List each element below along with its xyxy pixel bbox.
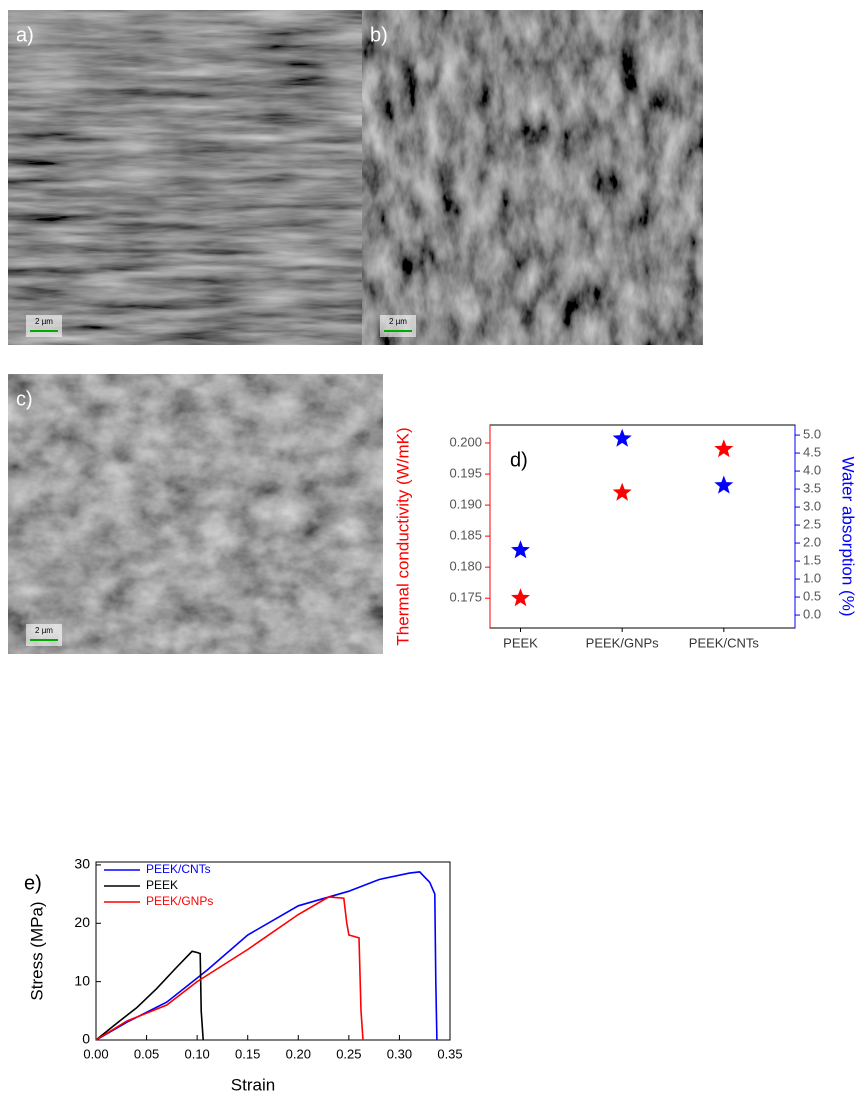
panel-label: c): [16, 388, 33, 410]
y2-tick-label: 0.5: [803, 588, 821, 603]
panel-label: b): [370, 24, 388, 46]
data-line: [95, 950, 204, 1041]
y-tick-label: 0.195: [449, 465, 482, 480]
plot-frame: [489, 424, 796, 629]
scale-bar-label: 2 µm: [35, 317, 53, 326]
star-marker: [612, 428, 632, 447]
y-tick-label: 0.185: [449, 528, 482, 543]
y-tick-label: 0.190: [449, 497, 482, 512]
y-tick-label: 0.200: [449, 434, 482, 449]
star-marker: [714, 475, 734, 494]
y2-tick-label: 3.0: [803, 499, 821, 514]
x-tick-label: 0.30: [387, 1046, 412, 1061]
data-line: [95, 871, 438, 1041]
y2-tick-label: 5.0: [803, 427, 821, 442]
scale-bar-label: 2 µm: [35, 626, 53, 635]
data-line: [95, 896, 364, 1041]
legend-label: PEEK: [146, 878, 178, 892]
star-marker: [714, 439, 734, 458]
x-tick-label: 0.20: [286, 1046, 311, 1061]
star-marker: [612, 482, 632, 501]
y2-tick-label: 4.5: [803, 445, 821, 460]
sem-image: c) 2 µm: [8, 374, 383, 654]
x-tick-label: PEEK/GNPs: [586, 635, 659, 650]
y2-tick-label: 2.0: [803, 534, 821, 549]
scale-bar-label: 2 µm: [389, 317, 407, 326]
x-tick-label: 0.15: [235, 1046, 260, 1061]
y-tick-label: 10: [74, 972, 90, 988]
image-texture: [362, 10, 703, 345]
y2-tick-label: 1.5: [803, 552, 821, 567]
x-tick-label: 0.00: [83, 1046, 108, 1061]
y-axis-label: Thermal conductivity (W/mK): [393, 427, 412, 645]
y-tick-label: 20: [74, 914, 90, 930]
plot-frame: [95, 861, 451, 1041]
panel-label: d): [510, 449, 528, 471]
y2-tick-label: 3.5: [803, 481, 821, 496]
panel-label: a): [16, 24, 34, 46]
image-texture: [8, 374, 383, 654]
legend-label: PEEK/CNTs: [146, 862, 211, 876]
x-tick-label: 0.25: [336, 1046, 361, 1061]
star-marker: [511, 540, 530, 559]
sem-image: a) 2 µm: [8, 10, 362, 345]
y2-tick-label: 0.0: [803, 606, 821, 621]
image-texture: [8, 10, 362, 345]
y-tick-label: 0: [82, 1031, 90, 1047]
x-tick-label: 0.35: [437, 1046, 462, 1061]
y-tick-label: 0.180: [449, 559, 482, 574]
legend-label: PEEK/GNPs: [146, 894, 213, 908]
y2-axis-label: Water absorption (%): [839, 457, 858, 617]
x-tick-label: PEEK: [503, 635, 538, 650]
x-axis-label: Strain: [231, 1075, 275, 1094]
star-marker: [511, 588, 530, 607]
x-tick-label: PEEK/CNTs: [689, 635, 760, 650]
x-tick-label: 0.05: [134, 1046, 159, 1061]
y2-tick-label: 1.0: [803, 570, 821, 585]
panel-label: e): [24, 872, 42, 894]
sem-image: b) 2 µm: [362, 10, 703, 345]
y-axis-label: Stress (MPa): [27, 901, 46, 1000]
y2-tick-label: 2.5: [803, 516, 821, 531]
y-tick-label: 30: [74, 856, 90, 872]
y-tick-label: 0.175: [449, 590, 482, 605]
x-tick-label: 0.10: [184, 1046, 209, 1061]
y2-tick-label: 4.0: [803, 463, 821, 478]
